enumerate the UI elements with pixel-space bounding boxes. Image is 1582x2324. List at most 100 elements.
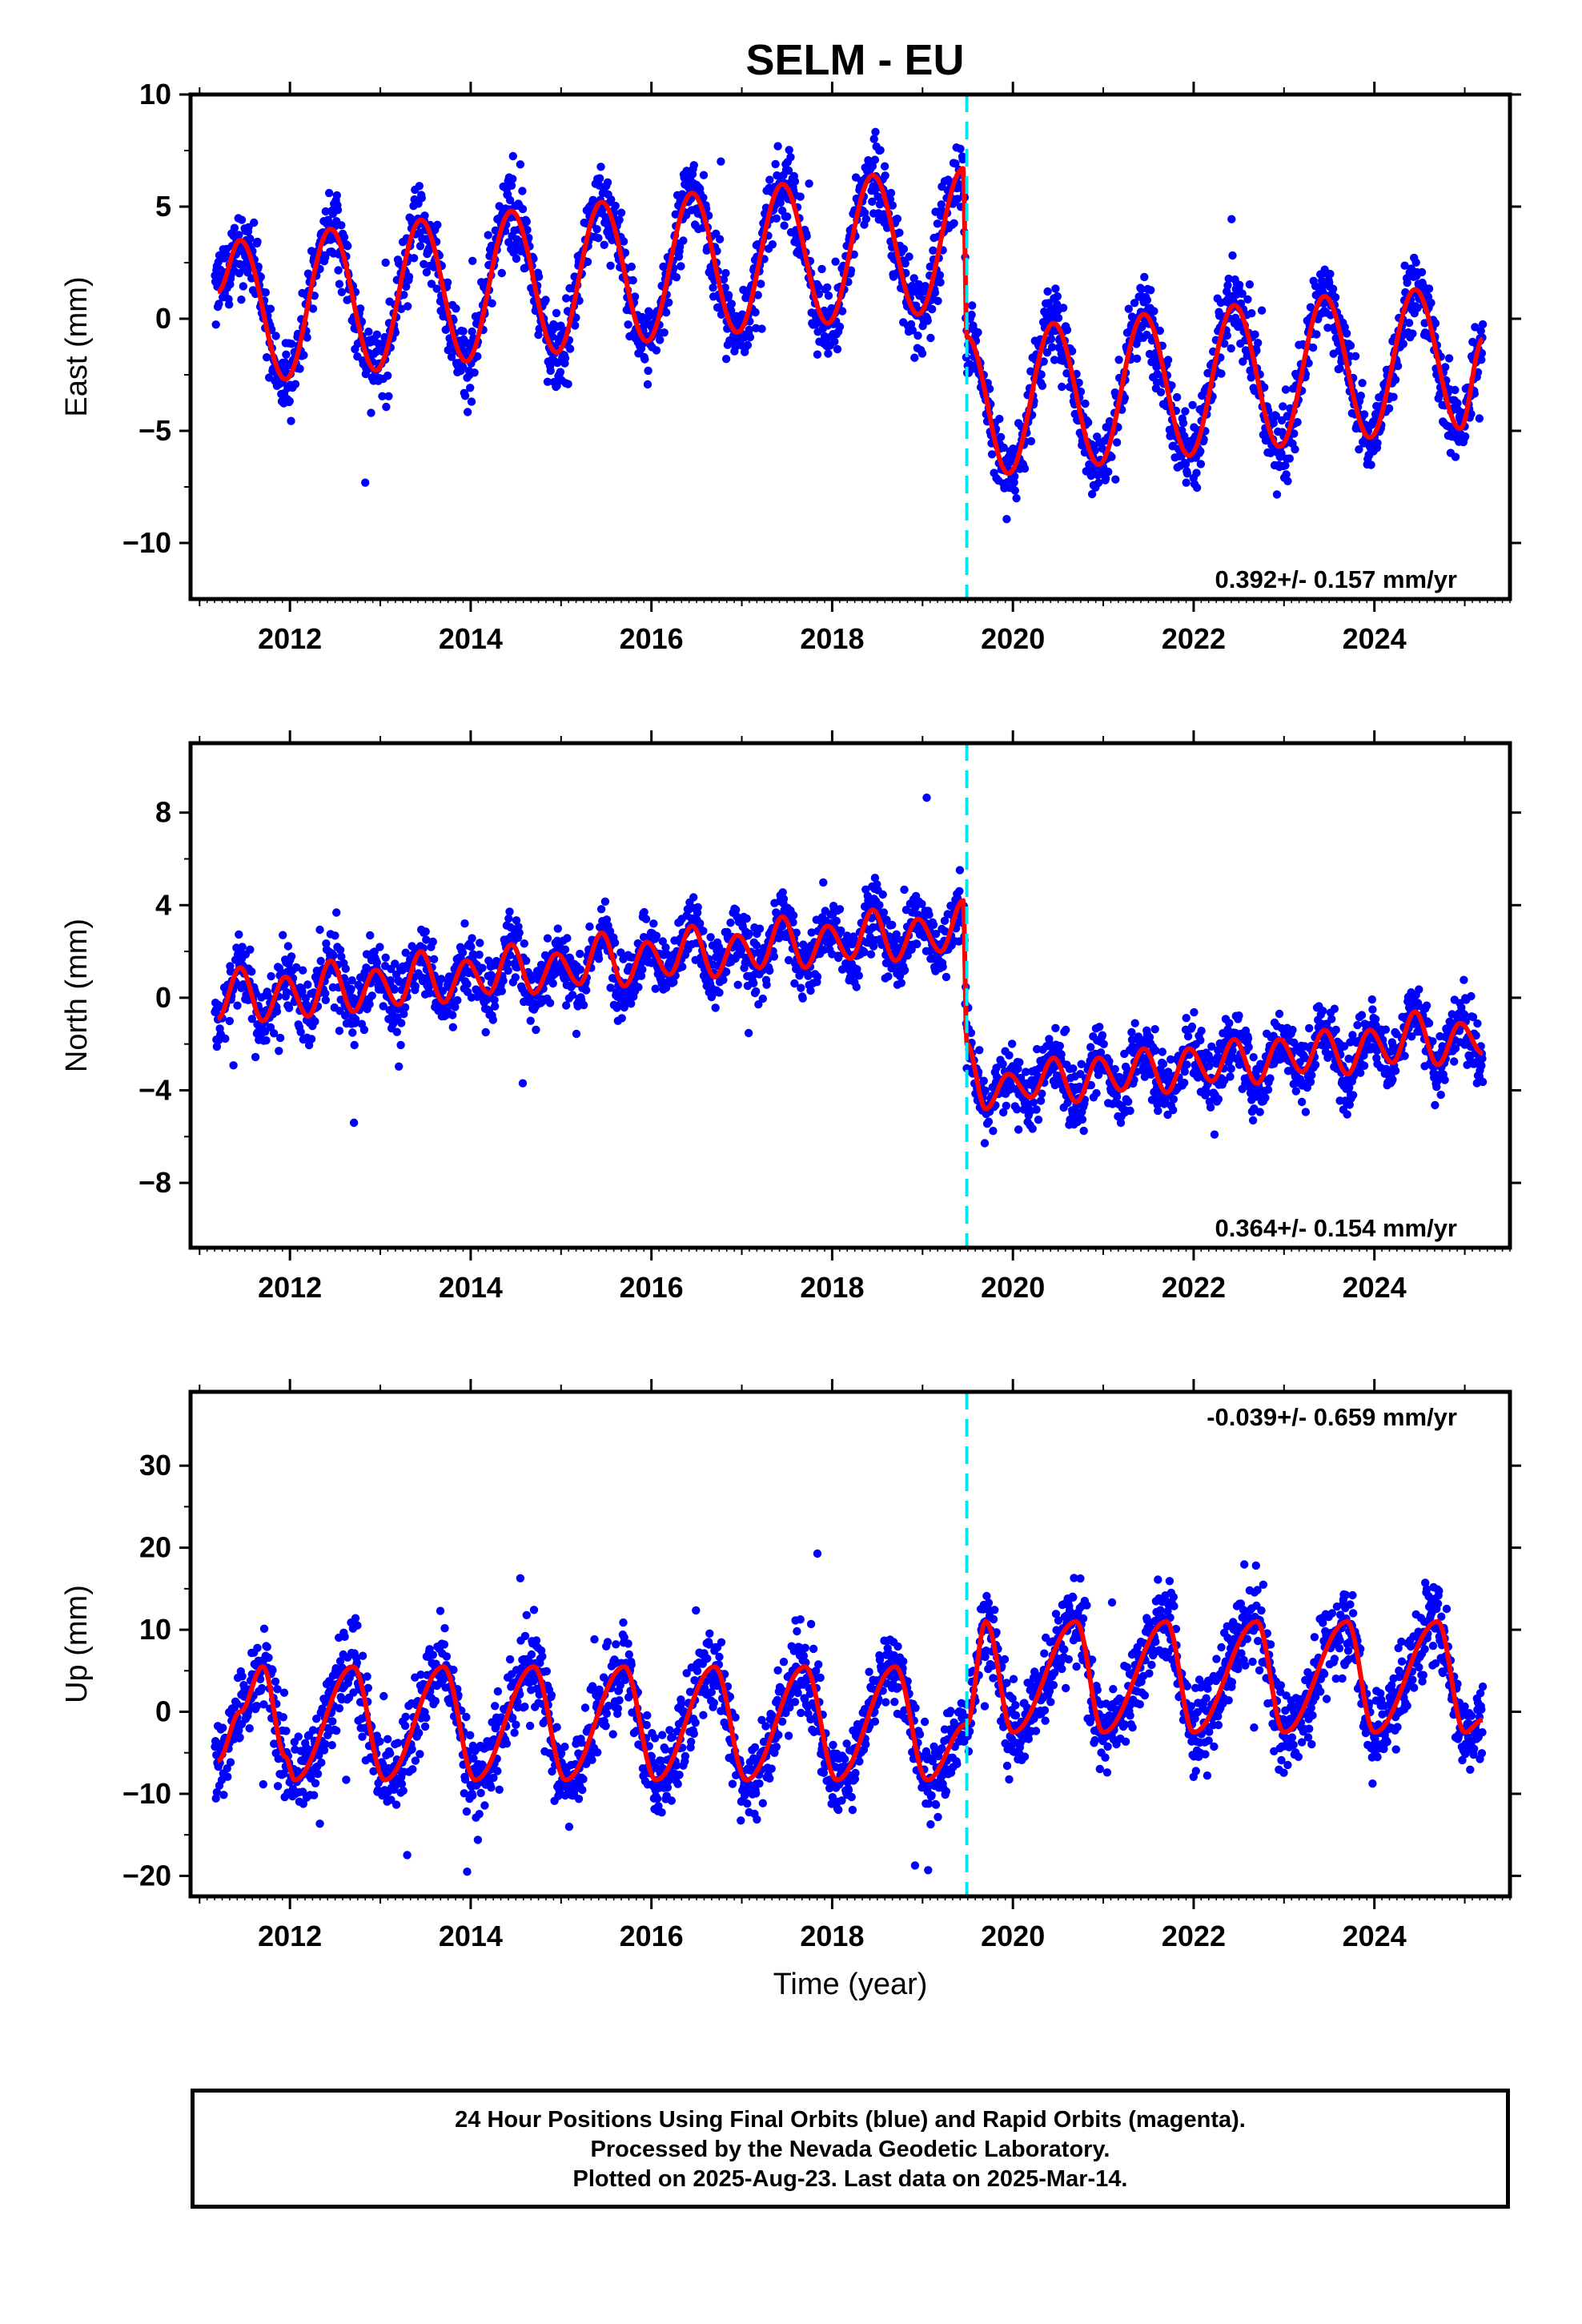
east-point — [432, 284, 441, 293]
east-point — [719, 275, 729, 284]
east-point — [332, 191, 341, 200]
east-point — [382, 402, 391, 412]
east-point — [1124, 304, 1134, 313]
east-point — [594, 234, 603, 243]
east-point — [1196, 447, 1205, 456]
east-point — [1181, 460, 1191, 468]
east-point — [1283, 476, 1292, 485]
east-point — [1142, 330, 1151, 340]
east-point — [1243, 295, 1252, 304]
north-point — [1248, 1116, 1258, 1125]
east-point — [886, 188, 896, 198]
east-point — [337, 221, 346, 230]
north-point — [752, 941, 761, 950]
east-point — [230, 223, 239, 232]
east-point — [1182, 469, 1192, 478]
east-point — [460, 392, 470, 400]
east-point — [244, 223, 253, 231]
north-point — [275, 1047, 283, 1055]
east-point — [721, 268, 730, 278]
east-point — [416, 242, 425, 251]
east-point — [214, 258, 223, 267]
east-point — [1172, 392, 1182, 402]
east-point — [552, 308, 561, 318]
north-point — [1069, 1064, 1078, 1073]
east-point — [814, 282, 823, 292]
east-point — [507, 181, 516, 190]
east-point — [934, 296, 942, 305]
north-point — [1028, 1124, 1037, 1133]
north-point — [335, 1027, 344, 1035]
east-point — [1351, 352, 1360, 360]
east-point — [958, 155, 967, 164]
east-point — [665, 298, 673, 307]
east-point — [1239, 357, 1247, 366]
north-point — [1226, 1072, 1235, 1081]
north-point — [1190, 1007, 1199, 1017]
north-point — [229, 1061, 238, 1070]
east-point — [765, 175, 774, 184]
east-point — [420, 211, 429, 220]
north-point — [752, 987, 761, 996]
east-point — [1328, 284, 1338, 293]
east-point — [596, 174, 604, 183]
east-point — [1107, 452, 1116, 461]
east-point — [1260, 383, 1269, 392]
east-point — [1427, 299, 1435, 308]
east-point — [266, 304, 275, 313]
east-point — [468, 256, 477, 265]
north-point — [316, 956, 325, 966]
east-point — [790, 177, 800, 186]
north-point — [1227, 1064, 1235, 1073]
east-point — [985, 384, 994, 393]
north-point — [372, 958, 381, 967]
east-point — [1039, 357, 1048, 366]
east-point — [616, 208, 626, 217]
east-point — [868, 197, 877, 206]
north-point — [610, 939, 620, 947]
east-point — [246, 234, 255, 243]
north-point — [246, 945, 255, 955]
east-point — [1111, 475, 1120, 484]
north-point — [453, 995, 462, 1005]
east-point — [619, 237, 628, 246]
north-point — [1124, 1097, 1133, 1106]
north-point — [563, 934, 572, 943]
east-point — [1331, 293, 1340, 302]
east-point — [951, 159, 960, 168]
east-point — [999, 443, 1009, 452]
east-point — [1058, 304, 1068, 312]
east-point — [1238, 289, 1247, 298]
north-point — [545, 999, 555, 1007]
east-point — [921, 282, 930, 291]
north-point — [929, 920, 938, 930]
east-point — [1411, 258, 1420, 267]
east-point — [308, 304, 318, 313]
east-point — [592, 225, 601, 234]
north-point — [233, 1001, 242, 1010]
x-tick-label: 2012 — [258, 622, 322, 655]
east-point — [905, 252, 913, 261]
east-point — [721, 355, 731, 364]
north-point — [272, 1007, 282, 1016]
east-point — [644, 366, 652, 376]
east-point — [548, 332, 557, 341]
east-point — [211, 320, 220, 329]
north-point — [925, 910, 934, 919]
east-point — [1155, 326, 1165, 336]
north-point — [303, 980, 312, 989]
east-point — [880, 162, 889, 171]
east-point — [504, 238, 513, 247]
east-point — [1478, 320, 1488, 329]
east-point — [1281, 461, 1290, 470]
east-point — [452, 304, 460, 313]
north-point — [888, 920, 897, 930]
east-point — [1308, 343, 1318, 352]
east-point — [1026, 436, 1036, 446]
north-point — [955, 866, 965, 875]
east-point — [824, 349, 833, 358]
north-point — [719, 975, 728, 984]
y-tick-label: 5 — [155, 190, 171, 223]
north-point — [366, 931, 375, 940]
